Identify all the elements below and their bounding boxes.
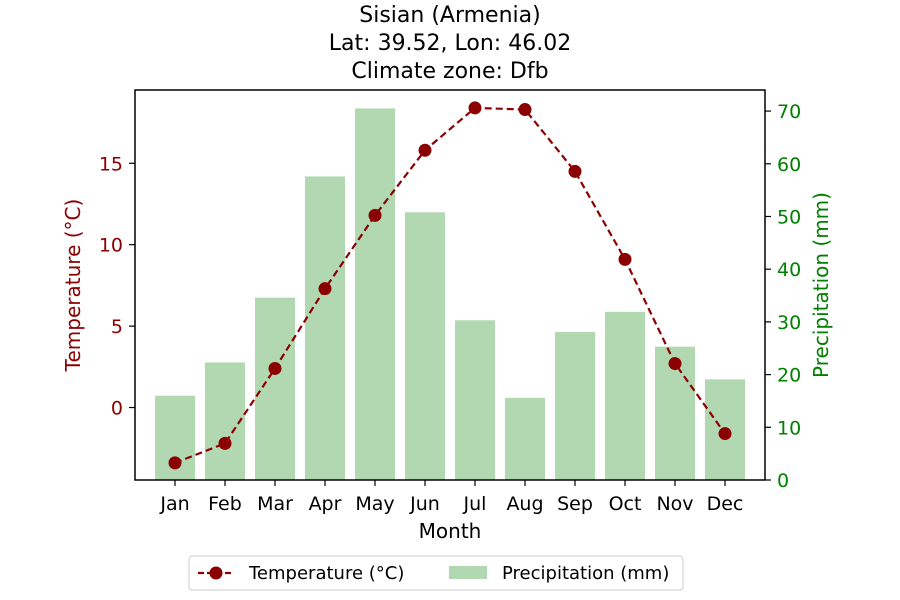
y-right-tick-label-0: 0: [777, 470, 789, 492]
temperature-point-oct: [618, 252, 632, 266]
legend-bar-swatch: [449, 566, 487, 579]
x-tick-label-apr: Apr: [309, 493, 342, 515]
precipitation-bar-mar: [255, 297, 295, 480]
x-tick-label-jan: Jan: [159, 493, 189, 515]
temperature-point-nov: [668, 357, 682, 371]
x-tick-label-jul: Jul: [463, 493, 487, 515]
temperature-point-jan: [168, 456, 182, 470]
temperature-line-path: [174, 106, 726, 464]
y-right-tick-label-20: 20: [777, 365, 801, 387]
precipitation-bar-feb: [205, 362, 245, 480]
legend: Temperature (°C) Precipitation (mm): [188, 555, 684, 591]
precipitation-bar-oct: [605, 311, 645, 480]
legend-label-temperature: Temperature (°C): [248, 563, 404, 584]
legend-label-precipitation: Precipitation (mm): [502, 563, 669, 584]
y-right-tick-label-10: 10: [777, 417, 801, 439]
temperature-point-aug: [518, 103, 532, 117]
precipitation-bar-sep: [555, 331, 595, 480]
legend-marker-swatch: [209, 566, 223, 580]
temperature-point-mar: [268, 361, 282, 375]
precipitation-bar-apr: [305, 176, 345, 480]
temperature-point-jun: [418, 143, 432, 157]
y-left-tick-label-15: 15: [99, 153, 123, 175]
chart-title-line-2: Lat: 39.52, Lon: 46.02: [329, 31, 571, 56]
precipitation-bar-may: [355, 108, 395, 480]
x-tick-label-nov: Nov: [656, 493, 693, 515]
precipitation-bar-aug: [505, 397, 545, 480]
y-right-tick-label-40: 40: [777, 259, 801, 281]
plot-frame: [134, 89, 766, 481]
chart-title-line-3: Climate zone: Dfb: [351, 59, 548, 84]
y-right-tick-label-50: 50: [777, 206, 801, 228]
precipitation-bars: [155, 108, 745, 480]
temperature-point-sep: [568, 164, 582, 178]
y-left-axis-label: Temperature (°C): [61, 199, 85, 373]
y-right-tick-label-60: 60: [777, 154, 801, 176]
precipitation-bar-jun: [405, 212, 445, 480]
temperature-point-apr: [318, 282, 332, 296]
y-left-tick-label-5: 5: [111, 316, 123, 338]
y-right-axis-label: Precipitation (mm): [809, 192, 833, 378]
legend-box: [188, 555, 684, 591]
x-tick-label-feb: Feb: [208, 493, 242, 515]
temperature-point-dec: [718, 427, 732, 441]
y-left-tick-label-0: 0: [111, 398, 123, 420]
x-axis-label: Month: [419, 519, 482, 543]
precipitation-bar-jul: [455, 320, 495, 480]
x-tick-label-jun: Jun: [409, 493, 440, 515]
temperature-point-may: [368, 208, 382, 222]
x-tick-label-dec: Dec: [707, 493, 744, 515]
chart-title-line-1: Sisian (Armenia): [359, 3, 540, 28]
y-left-tick-label-10: 10: [99, 235, 123, 257]
x-tick-label-aug: Aug: [506, 493, 543, 515]
x-tick-label-sep: Sep: [557, 493, 593, 515]
temperature-point-jul: [468, 101, 482, 115]
y-axis-left: 0 5 10 15: [99, 153, 135, 420]
y-right-tick-label-30: 30: [777, 312, 801, 334]
y-right-tick-label-70: 70: [777, 101, 801, 123]
x-tick-label-may: May: [355, 493, 394, 515]
x-axis: Jan Feb Mar Apr May Jun Jul Aug Sep Oct Nov Dec: [159, 480, 743, 515]
x-tick-label-oct: Oct: [609, 493, 642, 515]
temperature-line: [168, 101, 732, 470]
y-axis-right: 0 10 20 30 40 50 60 70: [765, 101, 801, 492]
temperature-point-feb: [218, 436, 232, 450]
x-tick-label-mar: Mar: [257, 493, 293, 515]
